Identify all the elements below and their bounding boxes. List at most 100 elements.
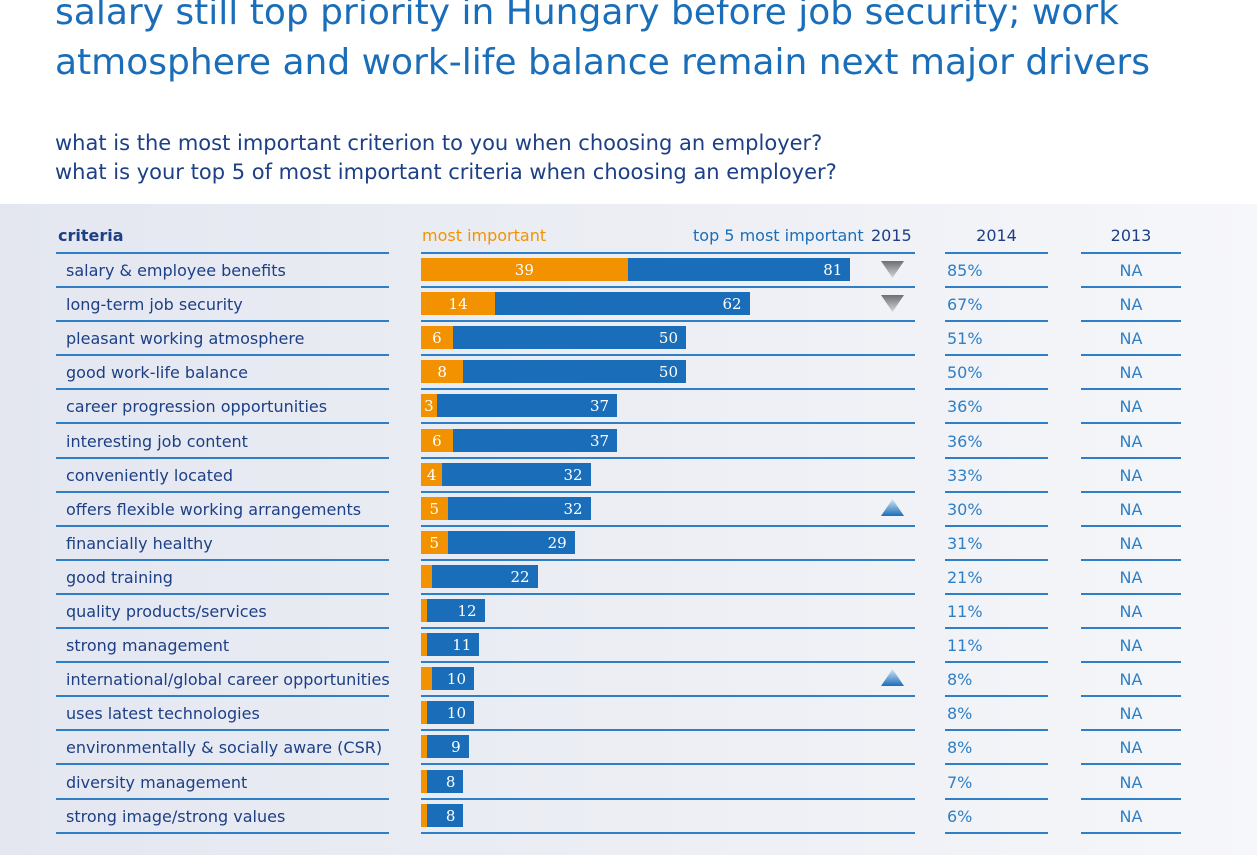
row-line-bars xyxy=(421,763,915,766)
bar-top5 xyxy=(421,462,591,486)
criterion-label: uses latest technologies xyxy=(66,704,260,724)
row-line-2013 xyxy=(1081,695,1181,698)
data-label-top5: 37 xyxy=(590,397,610,416)
data-label-most-important: 3 xyxy=(424,397,434,416)
row-line-criteria xyxy=(56,354,389,357)
table-row: diversity management 8 7% NA xyxy=(0,766,1257,800)
table-row: salary & employee benefits 81 39 85% NA xyxy=(0,254,1257,288)
value-2013: NA xyxy=(1119,431,1143,451)
table-row: strong management 11 11% NA xyxy=(0,629,1257,663)
subtitle: what is the most important criterion to … xyxy=(55,129,837,187)
row-line-2013 xyxy=(1081,524,1181,527)
value-2014: 8% xyxy=(947,670,973,690)
data-label-most-important: 4 xyxy=(426,465,437,484)
row-line-2013 xyxy=(1081,286,1181,288)
bar-top5 xyxy=(421,428,618,452)
row-line-bars xyxy=(421,524,915,527)
data-label-top5: 8 xyxy=(445,806,456,825)
header-criteria: criteria xyxy=(58,226,124,245)
row-line-bars xyxy=(421,422,915,425)
data-label-most-important: 5 xyxy=(429,533,440,552)
header-2013: 2013 xyxy=(1110,226,1152,245)
value-2014: 7% xyxy=(947,772,973,792)
value-2014: 36% xyxy=(947,397,983,417)
row-line-2014 xyxy=(945,729,1048,732)
row-line-bars xyxy=(421,388,915,391)
row-line-2014 xyxy=(945,797,1048,800)
bar-top5 xyxy=(421,496,591,520)
row-line-bars xyxy=(421,592,915,595)
table-row: interesting job content 37 6 36% NA xyxy=(0,425,1257,459)
row-line-2013 xyxy=(1081,558,1181,561)
value-2014: 36% xyxy=(947,431,983,451)
row-line-2014 xyxy=(945,456,1048,459)
data-label-top5: 9 xyxy=(451,738,461,757)
table-row: strong image/strong values 8 6% NA xyxy=(0,800,1257,834)
bar-most-important xyxy=(421,360,464,384)
criterion-label: strong image/strong values xyxy=(66,806,286,826)
data-label-most-important: 6 xyxy=(432,329,442,348)
data-label-top5: 10 xyxy=(446,670,466,689)
row-line-2013 xyxy=(1081,490,1181,493)
row-line-2014 xyxy=(945,558,1048,561)
row-line-criteria xyxy=(56,592,389,595)
bar-top5 xyxy=(421,292,750,316)
value-2014: 8% xyxy=(947,704,973,724)
data-label-most-important: 39 xyxy=(514,261,534,279)
row-line-2013 xyxy=(1081,627,1181,629)
legend-top5: top 5 most important xyxy=(693,226,864,245)
row-line-2014 xyxy=(945,422,1048,425)
criterion-label: good work-life balance xyxy=(66,363,248,383)
table-row: financially healthy 29 5 31% NA xyxy=(0,527,1257,561)
bar-most-important xyxy=(421,292,496,316)
row-line-bars xyxy=(421,695,915,698)
data-label-top5: 37 xyxy=(590,431,610,450)
row-line-2014 xyxy=(945,831,1048,834)
value-2013: NA xyxy=(1119,806,1143,826)
row-line-2014 xyxy=(945,695,1048,698)
data-label-top5: 50 xyxy=(658,363,678,382)
trend-down-icon xyxy=(881,261,904,278)
row-line-bars xyxy=(421,558,915,561)
bar-most-important xyxy=(421,667,432,691)
data-label-top5: 22 xyxy=(510,567,530,586)
bar-most-important xyxy=(421,735,427,759)
criterion-label: strong management xyxy=(66,636,230,656)
value-2013: NA xyxy=(1119,295,1143,315)
row-line-2013 xyxy=(1081,763,1181,766)
table-row: offers flexible working arrangements 32 5 3… xyxy=(0,493,1257,527)
value-2014: 6% xyxy=(947,806,973,826)
bar-top5 xyxy=(421,360,686,384)
trend-up-icon xyxy=(881,669,904,687)
row-line-criteria xyxy=(56,490,389,493)
row-line-2013 xyxy=(1081,729,1181,732)
data-label-most-important: 5 xyxy=(429,499,440,518)
value-2014: 51% xyxy=(947,329,983,349)
bar-top5 xyxy=(421,769,464,793)
table-row: pleasant working atmosphere 50 6 51% NA xyxy=(0,322,1257,356)
row-line-bars xyxy=(421,456,915,459)
page-title: salary still top priority in Hungary bef… xyxy=(55,0,1150,83)
table-row: environmentally & socially aware (CSR) 9 8… xyxy=(0,731,1257,765)
value-2013: NA xyxy=(1119,533,1143,553)
bar-most-important xyxy=(421,326,453,350)
data-label-top5: 29 xyxy=(547,533,567,552)
bar-most-important xyxy=(421,633,427,657)
legend-most-important: most important xyxy=(422,226,547,245)
criterion-label: offers flexible working arrangements xyxy=(66,499,362,519)
row-line-criteria xyxy=(56,831,389,834)
row-line-bars xyxy=(421,286,915,288)
row-line-2014 xyxy=(945,388,1048,391)
criterion-label: conveniently located xyxy=(66,465,233,485)
row-line-2014 xyxy=(945,627,1048,629)
row-line-2013 xyxy=(1081,422,1181,425)
data-label-top5: 32 xyxy=(563,465,583,484)
criterion-label: quality products/services xyxy=(66,602,267,621)
row-line-2013 xyxy=(1081,592,1181,595)
bar-most-important xyxy=(421,599,427,622)
row-line-bars xyxy=(421,661,915,664)
bar-most-important xyxy=(421,428,453,452)
row-line-2014 xyxy=(945,490,1048,493)
table-row: uses latest technologies 10 8% NA xyxy=(0,697,1257,731)
row-line-2014 xyxy=(945,320,1048,323)
